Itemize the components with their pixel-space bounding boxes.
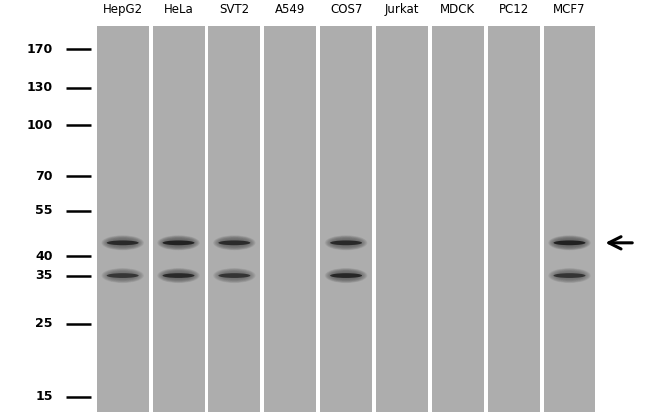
Ellipse shape — [218, 273, 250, 278]
Ellipse shape — [218, 240, 250, 245]
Ellipse shape — [162, 273, 194, 278]
Text: 100: 100 — [27, 119, 53, 132]
Ellipse shape — [158, 236, 200, 250]
Bar — [488, 26, 540, 412]
Ellipse shape — [548, 235, 591, 250]
Ellipse shape — [549, 236, 590, 250]
Bar — [265, 26, 316, 412]
Text: 130: 130 — [27, 81, 53, 94]
Text: MDCK: MDCK — [440, 3, 475, 16]
Text: PC12: PC12 — [499, 3, 528, 16]
Bar — [543, 26, 595, 412]
Bar — [209, 26, 261, 412]
Bar — [153, 26, 205, 412]
Text: A549: A549 — [275, 3, 306, 16]
Ellipse shape — [325, 268, 367, 283]
Text: 15: 15 — [35, 390, 53, 403]
Text: 40: 40 — [35, 250, 53, 263]
Ellipse shape — [330, 273, 362, 278]
Text: 55: 55 — [35, 204, 53, 217]
Text: 70: 70 — [35, 170, 53, 183]
Bar — [376, 26, 428, 412]
Text: COS7: COS7 — [330, 3, 362, 16]
Text: 35: 35 — [35, 269, 53, 282]
Bar — [97, 26, 149, 412]
Ellipse shape — [107, 240, 138, 245]
Text: MCF7: MCF7 — [553, 3, 586, 16]
Text: HeLa: HeLa — [164, 3, 194, 16]
Ellipse shape — [157, 235, 200, 250]
Ellipse shape — [554, 273, 586, 278]
Ellipse shape — [162, 240, 194, 245]
Ellipse shape — [330, 240, 362, 245]
Ellipse shape — [107, 273, 138, 278]
Ellipse shape — [554, 240, 586, 245]
Text: HepG2: HepG2 — [103, 3, 143, 16]
Bar — [320, 26, 372, 412]
Text: 25: 25 — [35, 317, 53, 330]
Text: SVT2: SVT2 — [219, 3, 250, 16]
Text: 170: 170 — [27, 43, 53, 56]
Bar — [432, 26, 484, 412]
Text: Jurkat: Jurkat — [385, 3, 419, 16]
